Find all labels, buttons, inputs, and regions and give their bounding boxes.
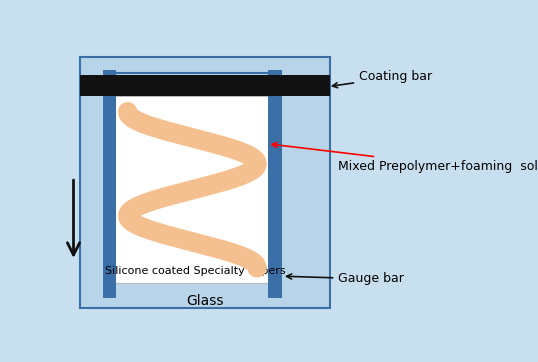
Bar — [268, 70, 281, 299]
Text: Glass: Glass — [186, 294, 224, 308]
Bar — [80, 58, 330, 308]
Text: Coating bar: Coating bar — [332, 70, 432, 88]
Text: Mixed Prepolymer+foaming  solution: Mixed Prepolymer+foaming solution — [272, 143, 538, 173]
Bar — [103, 70, 116, 299]
Bar — [80, 76, 330, 96]
Bar — [115, 96, 276, 283]
Text: Gauge bar: Gauge bar — [287, 273, 404, 286]
Text: Silicone coated Specialty Papers: Silicone coated Specialty Papers — [105, 266, 286, 275]
